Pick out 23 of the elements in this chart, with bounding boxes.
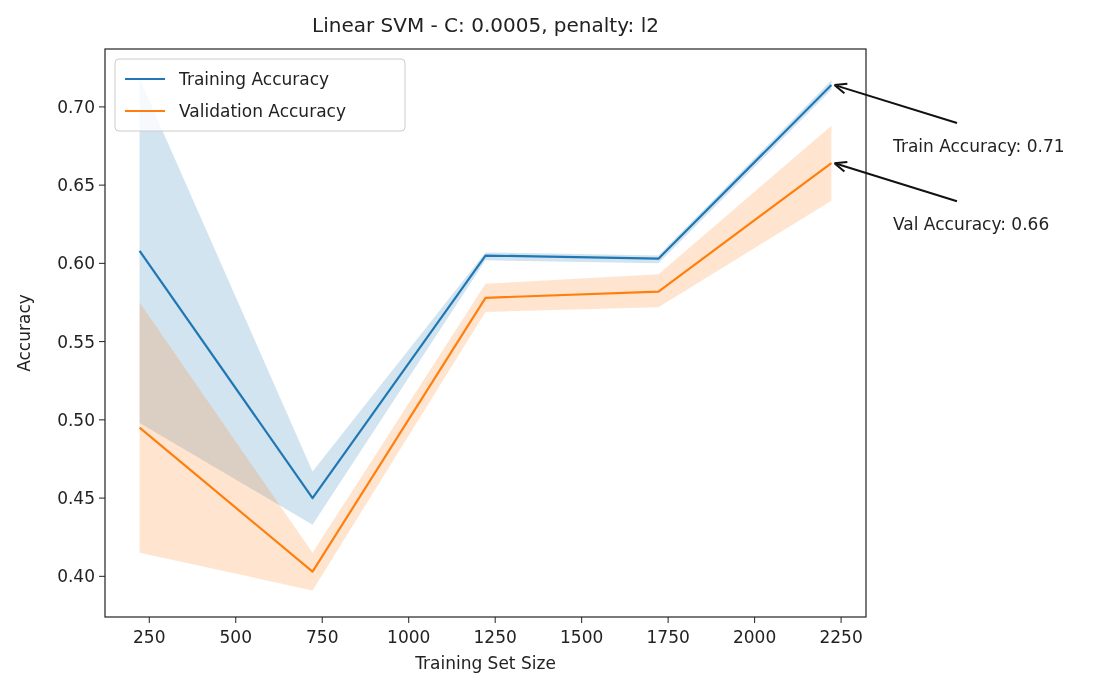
x-tick-label: 1250 xyxy=(473,627,517,647)
y-tick-label: 0.65 xyxy=(57,175,95,196)
y-tick-label: 0.45 xyxy=(57,488,95,509)
x-tick-label: 2000 xyxy=(732,627,777,647)
legend-label: Validation Accuracy xyxy=(179,101,346,121)
x-tick-label: 2250 xyxy=(819,627,863,647)
annotation: Val Accuracy: 0.66 xyxy=(893,214,1050,235)
x-tick-label: 1500 xyxy=(560,627,604,647)
legend-label: Training Accuracy xyxy=(178,69,330,89)
x-axis-title: Training Set Size xyxy=(414,653,556,673)
y-tick-label: 0.70 xyxy=(57,96,95,117)
y-tick-label: 0.40 xyxy=(57,566,95,587)
annotation: Train Accuracy: 0.71 xyxy=(892,135,1065,156)
chart-title: Linear SVM - C: 0.0005, penalty: l2 xyxy=(312,13,659,37)
y-tick-label: 0.60 xyxy=(57,253,95,274)
x-tick-label: 750 xyxy=(306,627,339,647)
x-tick-label: 1000 xyxy=(387,627,431,647)
y-axis-title: Accuracy xyxy=(14,294,34,372)
x-tick-label: 250 xyxy=(133,627,166,647)
y-tick-label: 0.55 xyxy=(57,331,95,352)
x-tick-label: 1750 xyxy=(646,627,690,647)
x-tick-label: 500 xyxy=(219,627,252,647)
y-tick-label: 0.50 xyxy=(57,409,95,430)
